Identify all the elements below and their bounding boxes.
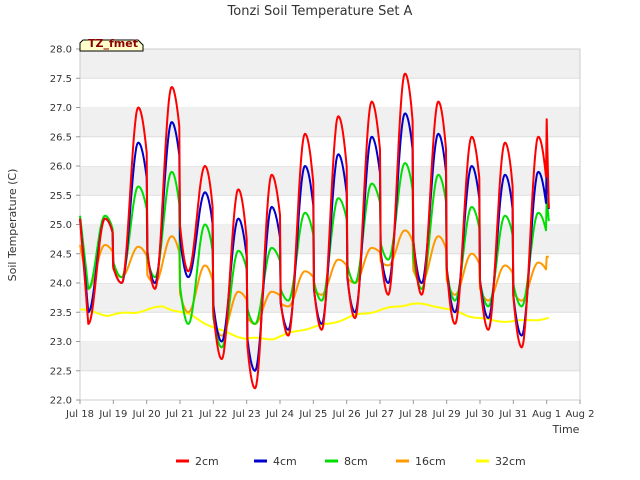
x-tick-label: Jul 19 <box>98 409 127 420</box>
legend-label-8cm: 8cm <box>344 455 368 468</box>
x-tick-label: Jul 23 <box>232 409 261 420</box>
y-tick-label: 26.5 <box>50 132 72 143</box>
grid-band <box>80 312 580 342</box>
grid-band <box>80 136 580 166</box>
chart-title: Tonzi Soil Temperature Set A <box>227 4 413 19</box>
legend: 2cm 4cm 8cm 16cm 32cm <box>176 455 526 468</box>
y-tick-label: 25.5 <box>50 191 72 202</box>
x-tick-label: Jul 21 <box>165 409 194 420</box>
x-tick-label: Jul 30 <box>465 409 494 420</box>
x-tick-label: Jul 29 <box>432 409 461 420</box>
x-axis-title: Time <box>552 423 580 436</box>
y-tick-label: 23.5 <box>50 308 72 319</box>
x-tick-label: Jul 27 <box>365 409 394 420</box>
series-lines <box>79 72 550 390</box>
y-tick-label: 26.0 <box>50 162 72 173</box>
grid-band <box>80 370 580 400</box>
legend-label-16cm: 16cm <box>415 455 446 468</box>
legend-label-2cm: 2cm <box>195 455 219 468</box>
grid-band <box>80 166 580 196</box>
x-tick-label: Jul 28 <box>398 409 427 420</box>
x-axis: Jul 18 Jul 19 Jul 20 Jul 21 Jul 22 Jul 23 Jul … <box>65 400 595 420</box>
y-axis-title: Soil Temperature (C) <box>6 169 19 282</box>
y-axis: 22.0 22.5 23.0 23.5 24.0 24.5 25.0 25.5 26.0 26.5… <box>50 45 80 407</box>
series-line-32cm <box>79 302 550 341</box>
x-tick-label: Jul 20 <box>132 409 161 420</box>
badge: TZ_fmet <box>79 37 144 52</box>
legend-label-32cm: 32cm <box>495 455 526 468</box>
legend-label-4cm: 4cm <box>273 455 297 468</box>
y-tick-label: 27.5 <box>50 74 72 85</box>
y-tick-label: 23.0 <box>50 337 72 348</box>
x-tick-label: Aug 2 <box>565 409 594 420</box>
y-tick-label: 24.0 <box>50 279 72 290</box>
x-tick-label: Jul 31 <box>498 409 527 420</box>
y-tick-label: 22.5 <box>50 366 72 377</box>
y-tick-label: 22.0 <box>50 396 72 407</box>
grid-band <box>80 107 580 137</box>
y-tick-label: 27.0 <box>50 103 72 114</box>
y-tick-label: 25.0 <box>50 220 72 231</box>
x-tick-label: Jul 22 <box>198 409 227 420</box>
grid-band <box>80 78 580 108</box>
x-tick-label: Jul 26 <box>332 409 361 420</box>
x-tick-label: Jul 24 <box>265 409 294 420</box>
series-line-2cm <box>79 72 550 390</box>
x-tick-label: Jul 25 <box>298 409 327 420</box>
grid-band <box>80 49 580 79</box>
x-tick-label: Aug 1 <box>532 409 561 420</box>
grid-band <box>80 341 580 371</box>
y-tick-label: 28.0 <box>50 45 72 56</box>
y-tick-label: 24.5 <box>50 249 72 260</box>
x-tick-label: Jul 18 <box>65 409 94 420</box>
badge-label: TZ_fmet <box>88 37 138 50</box>
